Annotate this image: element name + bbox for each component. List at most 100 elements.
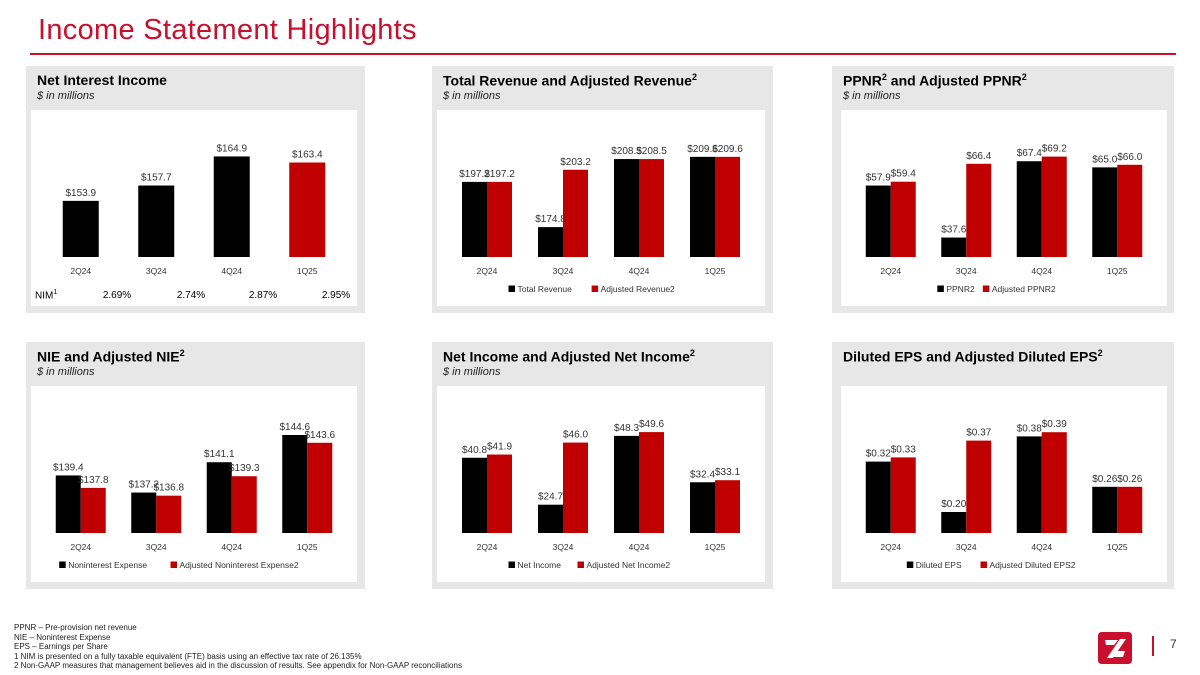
bar [865,461,891,533]
nim-label: NIM1 [35,289,58,302]
chart-area: $57.9 $59.4 2Q24 $37.6 $66.4 3Q24 $67.4 $69.2 4Q… [841,110,1167,306]
data-label: $174.8 [535,214,566,225]
bar [639,159,664,257]
chart-area: $0.32 $0.33 2Q24 $0.20 $0.37 3Q24 $0.38 $0.39 4Q… [841,386,1167,582]
bar [890,181,916,257]
data-label: $37.6 [941,225,966,236]
data-label: $164.9 [216,143,247,154]
data-label: $66.0 [1117,152,1142,163]
footnotes: PPNR – Pre-provision net revenue NIE – N… [14,623,462,671]
legend-label: Noninterest Expense [68,560,147,570]
panel-nie: NIE and Adjusted NIE2 $ in millions $139… [26,342,365,589]
legend-label: Adjusted Net Income2 [587,560,671,570]
tick-label: 3Q24 [146,266,167,276]
chart-area: $40.8 $41.9 2Q24 $24.7 $46.0 3Q24 $48.3 $49.6 4Q… [437,386,765,582]
bar [206,462,232,533]
nim-value: 2.95% [321,290,351,301]
title-divider [30,53,1176,55]
panel-title: NIE and Adjusted NIE2 [37,348,185,365]
data-label: $69.2 [1042,144,1067,155]
legend-label: Adjusted PPNR2 [992,284,1056,294]
legend-swatch [906,561,914,568]
legend-swatch [982,285,990,292]
data-label: $143.6 [304,430,335,441]
legend-swatch [591,285,599,292]
diluted-eps-chart: $0.32 $0.33 2Q24 $0.20 $0.37 3Q24 $0.38 $0.39 4Q… [865,419,1143,570]
panel-subtitle: $ in millions [37,366,95,378]
data-label: $197.2 [484,169,515,180]
bar [487,454,512,533]
tick-label: 3Q24 [956,542,977,552]
data-label: $163.4 [292,150,323,161]
panel-net-income: Net Income and Adjusted Net Income2 $ in… [432,342,773,589]
bar [1041,432,1067,533]
data-label: $157.7 [141,173,172,184]
bar [1092,486,1118,533]
tick-label: 1Q25 [705,542,726,552]
bar [80,487,106,533]
footnote: PPNR – Pre-provision net revenue [14,623,137,632]
legend-label: Diluted EPS [916,560,962,570]
panel-subtitle: $ in millions [37,90,95,102]
ppnr-chart: $57.9 $59.4 2Q24 $37.6 $66.4 3Q24 $67.4 $69.2 4Q… [865,144,1143,294]
data-label: $32.4 [690,469,715,480]
data-label: $66.4 [966,151,991,162]
data-label: $46.0 [563,430,588,441]
data-label: $0.20 [941,499,966,510]
panel-net-interest-income: Net Interest Income $ in millions $153.9… [26,66,365,313]
bar [690,156,715,257]
tick-label: 2Q24 [70,266,91,276]
data-label: $209.6 [712,144,743,155]
tick-label: 1Q25 [1107,266,1128,276]
tick-label: 3Q24 [553,542,574,552]
tick-label: 3Q24 [553,266,574,276]
bar [563,442,588,533]
tick-label: 3Q24 [956,266,977,276]
panel-subtitle: $ in millions [443,366,501,378]
panel-title: Net Interest Income [37,72,167,88]
data-label: $139.4 [53,462,84,473]
data-label: $24.7 [538,492,563,503]
bar [538,227,563,257]
tick-label: 2Q24 [477,542,498,552]
footnote: 2 Non-GAAP measures that management beli… [14,661,462,671]
data-label: $144.6 [279,422,310,433]
page-title: Income Statement Highlights [38,14,417,46]
bar [307,442,333,533]
bar [538,504,563,533]
bar [865,185,891,257]
data-label: $0.39 [1042,419,1067,430]
bar [62,200,99,257]
net-interest-income-chart: $153.9 2Q24 $157.7 3Q24 $164.9 4Q24 $163.4 1Q25 [62,143,326,276]
data-label: $208.5 [636,146,667,157]
data-label: $57.9 [866,173,891,184]
data-label: $197.2 [459,169,490,180]
tick-label: 2Q24 [880,542,901,552]
bar [487,181,512,257]
tick-label: 4Q24 [221,266,242,276]
chart-area: $197.2 $197.2 2Q24 $174.8 $203.2 3Q24 $208.5 $2… [437,110,765,306]
bar [715,156,740,257]
legend-swatch [980,561,987,568]
company-logo [1098,632,1132,664]
bar [941,512,967,533]
bar [1092,167,1118,257]
data-label: $49.6 [639,419,664,430]
bar [156,495,182,533]
tick-label: 1Q25 [297,542,318,552]
data-label: $141.1 [204,449,235,460]
nim-value: 2.69% [102,290,132,301]
panel-total-revenue: Total Revenue and Adjusted Revenue2 $ in… [432,66,773,313]
bar [890,457,916,533]
footnote: NIE – Noninterest Expense [14,632,111,642]
panel-title: Total Revenue and Adjusted Revenue2 [443,72,697,89]
tick-label: 4Q24 [221,542,242,552]
nim-value: 2.74% [176,290,206,301]
data-label: $139.3 [229,463,260,474]
bar [1117,486,1143,533]
panel-diluted-eps: Diluted EPS and Adjusted Diluted EPS2 $0… [832,342,1174,589]
tick-label: 1Q25 [705,266,726,276]
data-label: $67.4 [1017,148,1042,159]
data-label: $41.9 [487,442,512,453]
data-label: $0.32 [866,449,891,460]
